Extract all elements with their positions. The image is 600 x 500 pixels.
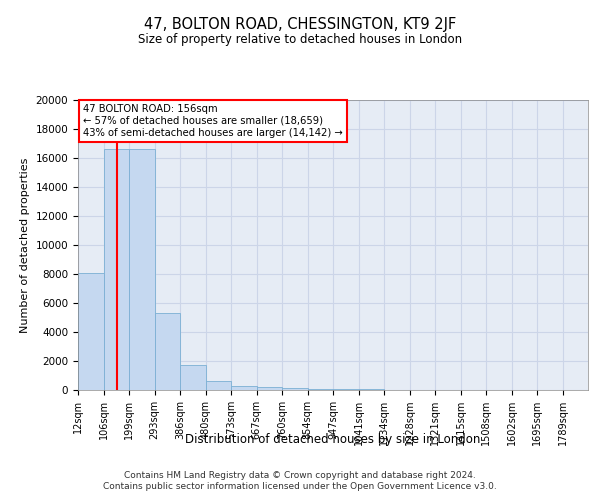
Bar <box>129 150 155 390</box>
Bar <box>104 150 129 390</box>
Bar <box>257 387 282 390</box>
Bar <box>206 382 231 390</box>
Y-axis label: Number of detached properties: Number of detached properties <box>20 158 30 332</box>
Text: Contains HM Land Registry data © Crown copyright and database right 2024.: Contains HM Land Registry data © Crown c… <box>124 470 476 480</box>
Text: Size of property relative to detached houses in London: Size of property relative to detached ho… <box>138 32 462 46</box>
Bar <box>333 389 359 390</box>
Bar <box>180 364 206 390</box>
Bar <box>231 386 257 390</box>
Text: Distribution of detached houses by size in London: Distribution of detached houses by size … <box>185 432 481 446</box>
Text: 47, BOLTON ROAD, CHESSINGTON, KT9 2JF: 47, BOLTON ROAD, CHESSINGTON, KT9 2JF <box>144 18 456 32</box>
Bar <box>308 388 333 390</box>
Bar <box>155 313 180 390</box>
Text: 47 BOLTON ROAD: 156sqm
← 57% of detached houses are smaller (18,659)
43% of semi: 47 BOLTON ROAD: 156sqm ← 57% of detached… <box>83 104 343 138</box>
Text: Contains public sector information licensed under the Open Government Licence v3: Contains public sector information licen… <box>103 482 497 491</box>
Bar <box>282 388 308 390</box>
Bar <box>78 274 104 390</box>
